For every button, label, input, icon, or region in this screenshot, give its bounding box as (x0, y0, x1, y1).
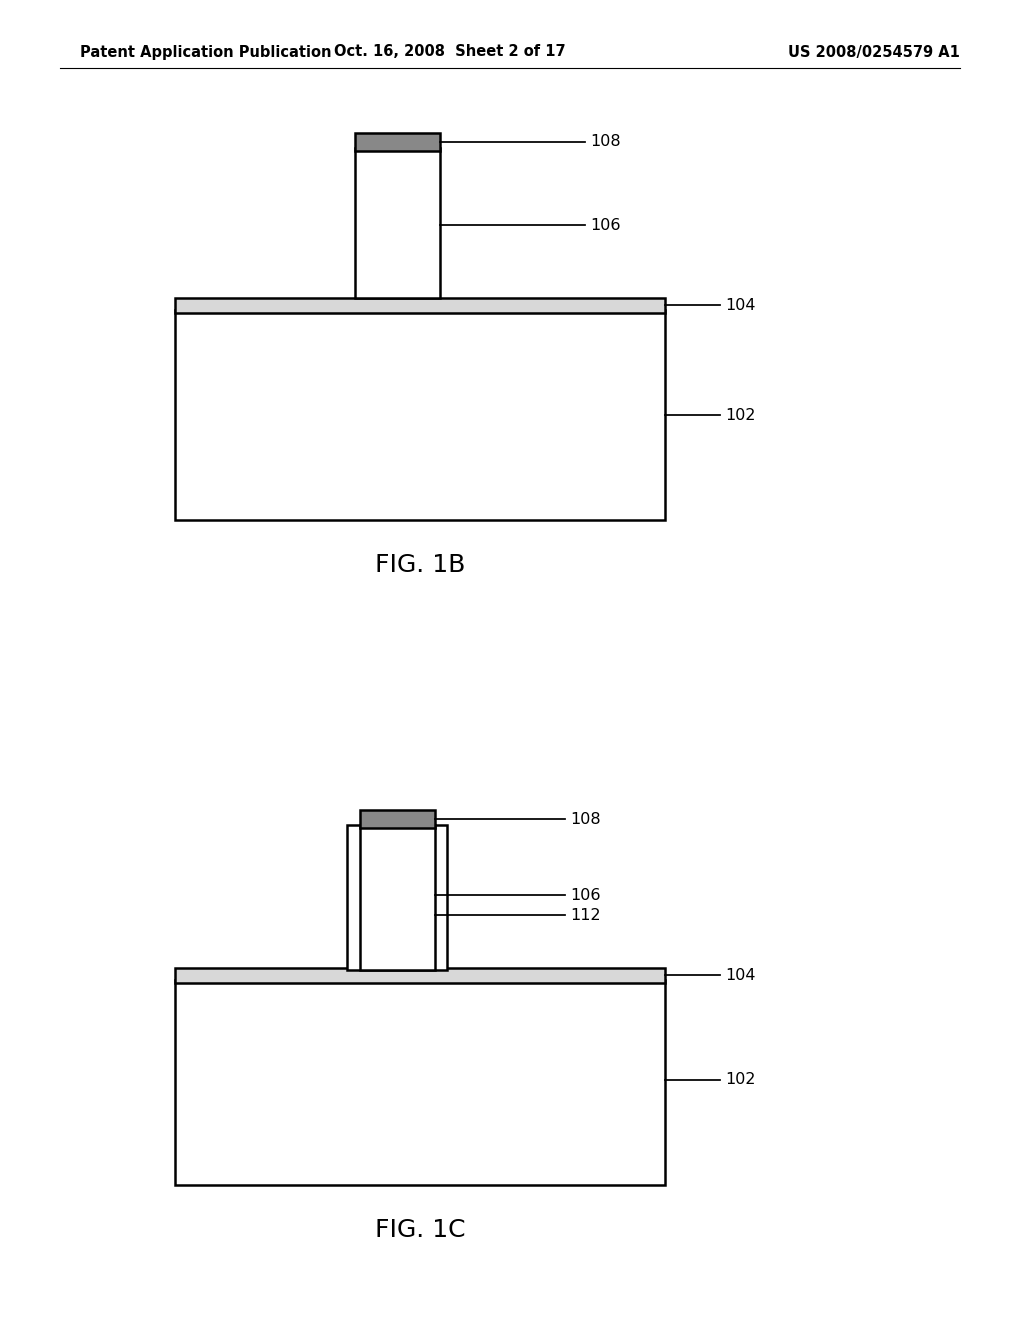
Bar (355, 148, 440, 298)
Text: US 2008/0254579 A1: US 2008/0254579 A1 (788, 45, 961, 59)
Text: 108: 108 (570, 812, 601, 826)
Text: FIG. 1C: FIG. 1C (375, 1218, 465, 1242)
Bar (175, 968, 665, 983)
Text: 102: 102 (725, 1072, 756, 1088)
Bar (175, 310, 665, 520)
Text: 104: 104 (725, 297, 756, 313)
Bar (175, 298, 665, 313)
Text: 106: 106 (570, 887, 600, 903)
Bar (347, 825, 447, 970)
Bar (175, 979, 665, 1185)
Text: 104: 104 (725, 968, 756, 982)
Text: 102: 102 (725, 408, 756, 422)
Text: 106: 106 (590, 218, 621, 232)
Bar (360, 825, 435, 970)
Text: FIG. 1B: FIG. 1B (375, 553, 465, 577)
Bar (355, 133, 440, 150)
Text: Oct. 16, 2008  Sheet 2 of 17: Oct. 16, 2008 Sheet 2 of 17 (334, 45, 566, 59)
Text: 112: 112 (570, 908, 601, 923)
Text: Patent Application Publication: Patent Application Publication (80, 45, 332, 59)
Bar (360, 810, 435, 828)
Text: 108: 108 (590, 135, 621, 149)
